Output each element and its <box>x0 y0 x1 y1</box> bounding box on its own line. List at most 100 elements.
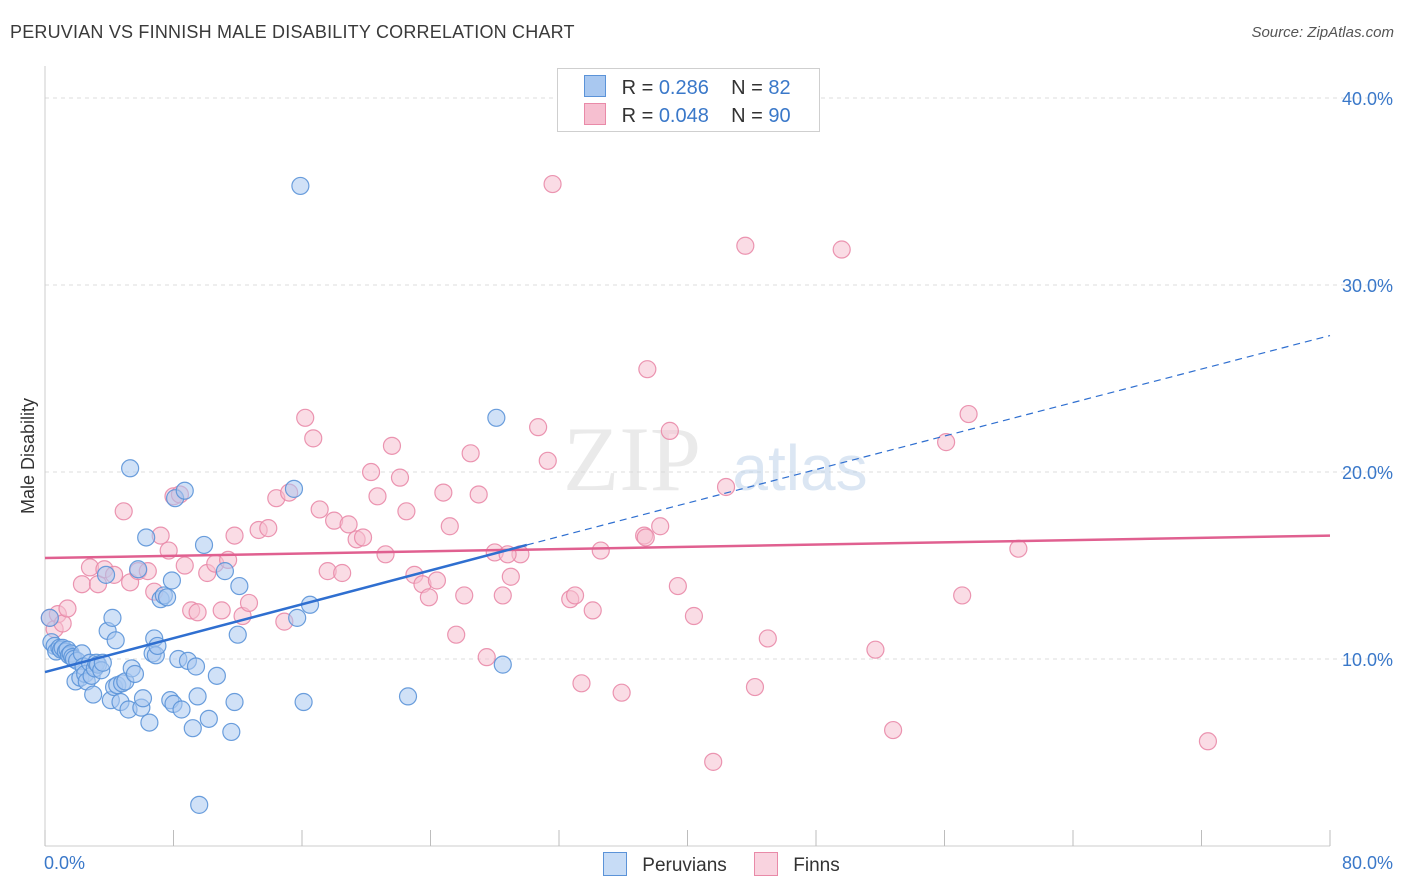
finns-point <box>591 541 610 560</box>
finns-point <box>959 404 978 424</box>
finns-point <box>440 517 459 536</box>
legend-r-label: R = <box>621 105 654 127</box>
peruvians-point <box>106 631 125 650</box>
peruvians-point <box>222 722 241 742</box>
finns-point <box>390 468 410 487</box>
finns-point <box>58 599 77 618</box>
finns-point <box>310 500 329 519</box>
finns-point <box>304 429 323 448</box>
finns-point <box>1198 732 1218 751</box>
source-label: Source: ZipAtlas.com <box>1251 24 1394 41</box>
trend-lines <box>44 334 1331 674</box>
finns-point <box>477 648 496 667</box>
finns-point <box>543 174 562 194</box>
legend-n-label: N = <box>731 105 763 127</box>
peruvians-point <box>288 608 307 627</box>
axes <box>44 66 1331 847</box>
peruvians-point <box>228 625 247 644</box>
peruvians-point <box>487 408 506 427</box>
finns-point <box>175 556 194 575</box>
finns-point <box>382 436 402 455</box>
peruvians-trend-line <box>44 543 528 674</box>
peruvians-point <box>103 608 122 627</box>
finns-trend-line <box>44 534 1331 560</box>
finns-point <box>953 586 972 605</box>
finns-point <box>1009 539 1028 558</box>
x-tick-label: 0.0% <box>44 853 85 873</box>
peruvians-point <box>129 560 148 579</box>
peruvians-point <box>40 608 59 627</box>
finns-point <box>758 629 777 648</box>
finns-point <box>529 418 548 437</box>
finns-point <box>716 477 736 497</box>
peruvians-point <box>199 709 218 728</box>
finns-swatch <box>584 103 606 125</box>
finns-point <box>684 606 704 626</box>
finns-point <box>296 408 315 427</box>
peruvians-point <box>172 700 191 719</box>
peruvians-point <box>96 565 116 584</box>
legend-item-peruvians[interactable]: Peruvians <box>603 852 727 877</box>
finns-point <box>651 517 670 536</box>
finns-point <box>419 588 438 607</box>
finns-point <box>638 360 657 379</box>
legend-r-value: 0.048 <box>658 105 709 127</box>
peruvians-point <box>121 459 140 478</box>
tick-labels: 10.0% 20.0% 30.0% 40.0% 0.0% 80.0% <box>44 89 1393 873</box>
peruvians-point <box>188 687 207 706</box>
peruvians-point <box>225 692 244 712</box>
y-tick-label: 30.0% <box>1342 276 1393 296</box>
finns-point <box>114 502 133 521</box>
legend-r-value: 0.286 <box>658 77 709 99</box>
finns-point <box>361 462 381 482</box>
peruvians-point <box>215 562 234 581</box>
peruvians-point <box>294 692 313 712</box>
finns-point <box>239 593 259 613</box>
finns-point <box>660 421 679 440</box>
finns-point <box>636 528 655 547</box>
finns-point <box>368 487 387 506</box>
peruvians-point <box>194 535 214 555</box>
peruvians-points <box>40 176 512 814</box>
stats-legend: R = 0.286 N = 82 R = 0.048 N = 90 <box>557 68 820 132</box>
finns-point <box>565 586 585 605</box>
finns-point <box>493 586 512 605</box>
grid-lines <box>45 97 1392 660</box>
y-tick-label: 20.0% <box>1342 463 1393 483</box>
finns-point <box>376 545 395 564</box>
finns-legend-swatch <box>754 852 778 876</box>
y-axis-label: Male Disability <box>18 398 38 514</box>
finns-point <box>461 444 480 463</box>
finns-point <box>333 563 352 583</box>
peruvians-trend-extension <box>526 334 1331 546</box>
legend-r-label: R = <box>621 77 654 99</box>
peruvians-swatch <box>584 75 606 97</box>
finns-point <box>704 752 723 771</box>
legend-label-finns: Finns <box>793 855 840 876</box>
finns-point <box>612 683 631 702</box>
finns-point <box>668 576 687 596</box>
finns-point <box>736 236 755 255</box>
peruvians-point <box>137 528 156 547</box>
finns-point <box>883 720 903 740</box>
peruvians-point <box>84 685 103 704</box>
finns-point <box>339 515 358 534</box>
peruvians-point <box>291 176 310 196</box>
finns-point <box>538 451 557 470</box>
peruvians-point <box>140 713 159 732</box>
legend-item-finns[interactable]: Finns <box>754 852 840 877</box>
peruvians-point <box>157 588 177 607</box>
finns-point <box>353 528 373 547</box>
finns-point <box>72 575 92 594</box>
finns-point <box>434 483 453 502</box>
peruvians-point <box>162 571 181 590</box>
y-tick-label: 10.0% <box>1342 650 1393 670</box>
peruvians-point <box>398 687 418 706</box>
finns-point <box>583 601 602 620</box>
peruvians-point <box>175 481 194 500</box>
legend-n-value: 82 <box>768 77 791 99</box>
chart-title: PERUVIAN VS FINNISH MALE DISABILITY CORR… <box>10 22 575 42</box>
watermark-zip: ZIP <box>563 408 701 510</box>
legend-row-peruvians: R = 0.286 N = 82 <box>584 75 791 100</box>
